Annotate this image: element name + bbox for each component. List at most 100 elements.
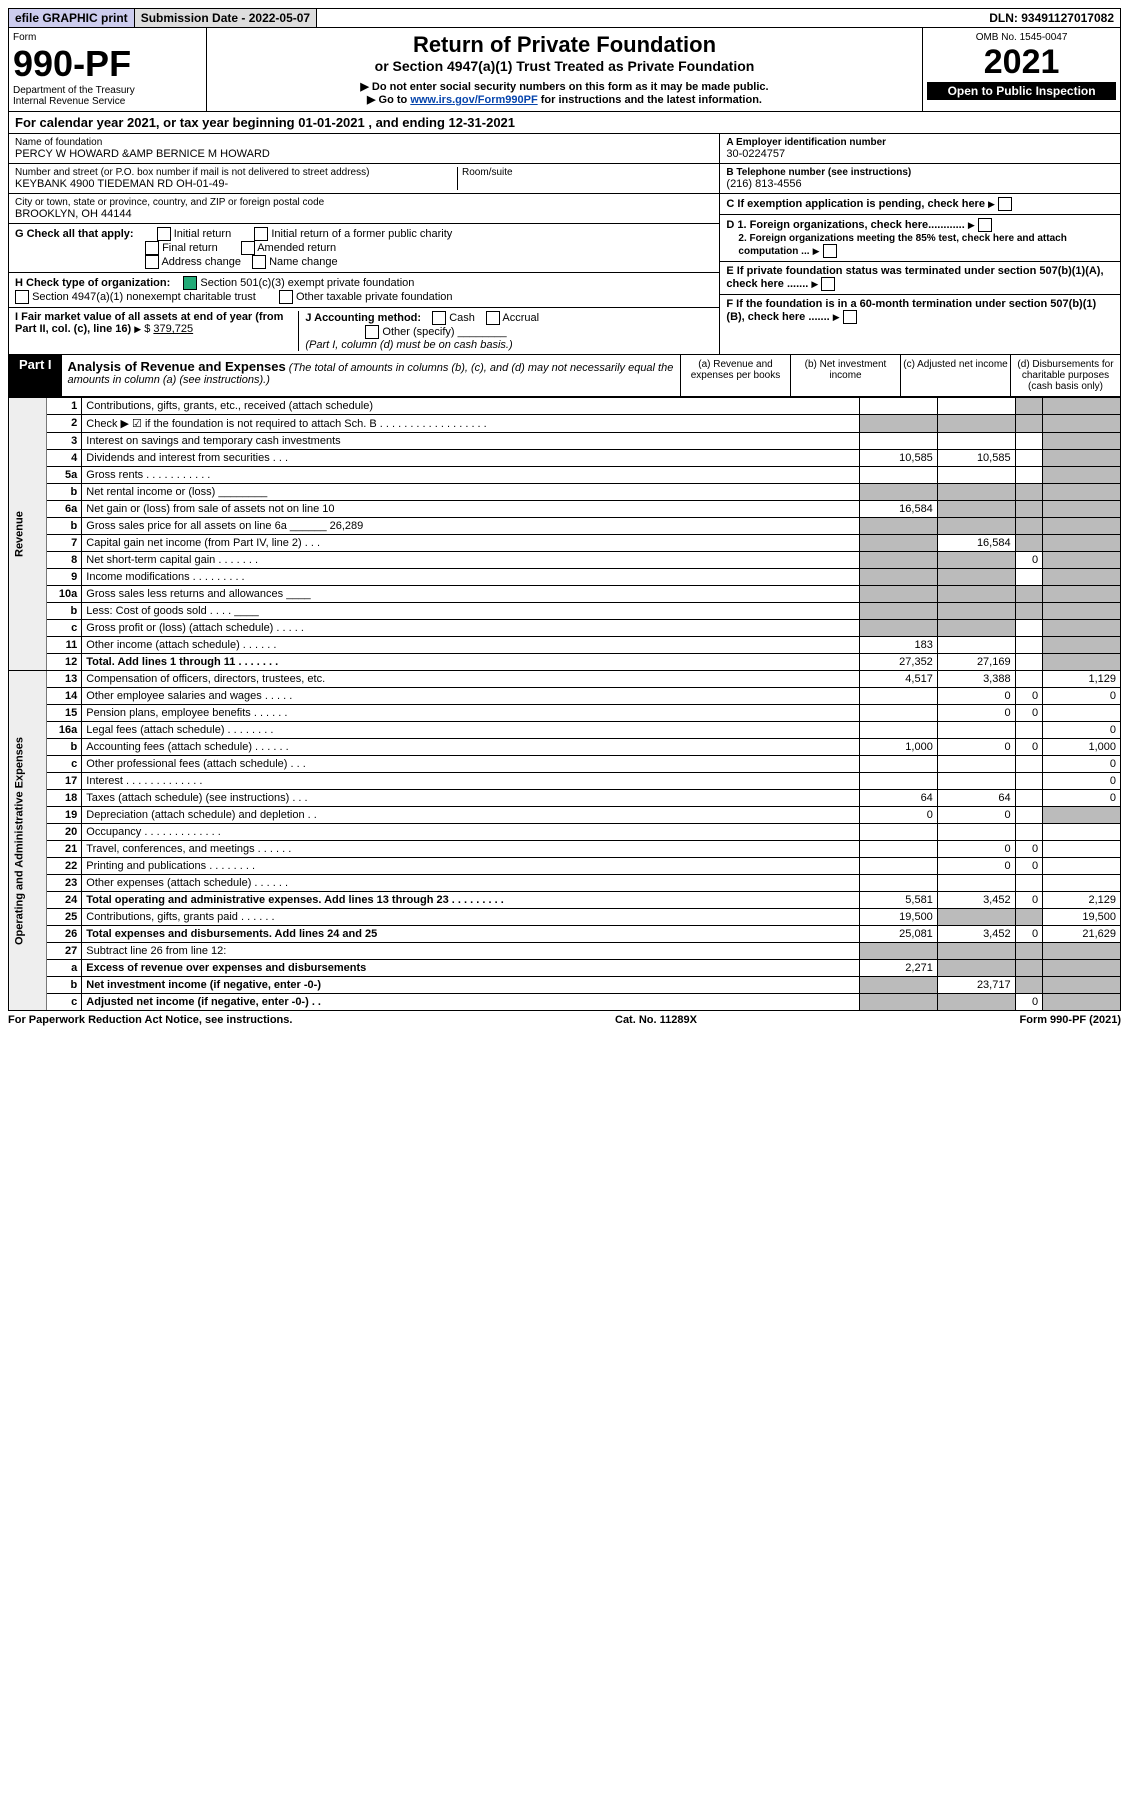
chk-initial-return[interactable] [157,227,171,241]
name-label: Name of foundation [15,137,713,148]
header-left: Form 990-PF Department of the Treasury I… [9,28,207,111]
line-number: 7 [47,535,82,552]
chk-other-taxable[interactable] [279,290,293,304]
cell-value: 3,388 [937,671,1015,688]
cell-value: 10,585 [937,450,1015,467]
cell-value [1015,773,1043,790]
chk-foreign-org[interactable] [978,218,992,232]
header-right: OMB No. 1545-0047 2021 Open to Public In… [923,28,1120,111]
chk-status-terminated[interactable] [821,277,835,291]
cell-value [860,773,938,790]
cell-value [860,756,938,773]
i-label: I Fair market value of all assets at end… [15,311,283,335]
line-label: Gross sales price for all assets on line… [82,518,860,535]
line-label: Contributions, gifts, grants, etc., rece… [82,398,860,415]
line-number: 20 [47,824,82,841]
line-number: 9 [47,569,82,586]
line-number: 16a [47,722,82,739]
cell-shaded [860,603,938,620]
line-number: 11 [47,637,82,654]
cell-shaded [937,552,1015,569]
cell-shaded [860,994,938,1011]
cell-value: 0 [1015,858,1043,875]
chk-501c3[interactable] [183,276,197,290]
line-label: Accounting fees (attach schedule) . . . … [82,739,860,756]
submission-date: Submission Date - 2022-05-07 [135,9,317,27]
irs-link[interactable]: www.irs.gov/Form990PF [410,94,537,106]
cell-value [937,722,1015,739]
line-number: 8 [47,552,82,569]
cell-shaded [1015,977,1043,994]
part1-header-row: Part I Analysis of Revenue and Expenses … [8,355,1121,397]
cell-value: 2,129 [1043,892,1121,909]
cell-value [1015,620,1043,637]
line-label: Interest on savings and temporary cash i… [82,433,860,450]
tax-year: 2021 [927,43,1116,82]
line-label: Gross rents . . . . . . . . . . . [82,467,860,484]
chk-4947a1[interactable] [15,290,29,304]
cell-shaded [860,977,938,994]
cell-value: 0 [937,739,1015,756]
line-number: 17 [47,773,82,790]
line-label: Income modifications . . . . . . . . . [82,569,860,586]
cell-value: 1,129 [1043,671,1121,688]
line-number: c [47,620,82,637]
line-number: 23 [47,875,82,892]
line-number: c [47,756,82,773]
cell-shaded [1015,415,1043,433]
chk-accrual[interactable] [486,311,500,325]
line-label: Gross sales less returns and allowances … [82,586,860,603]
chk-85pct[interactable] [823,244,837,258]
line-label: Other professional fees (attach schedule… [82,756,860,773]
chk-cash[interactable] [432,311,446,325]
cell-shaded [1043,569,1121,586]
d2-label: 2. Foreign organizations meeting the 85%… [738,233,1066,257]
opt-amended: Amended return [257,242,336,254]
opt-initial: Initial return [174,228,231,240]
line-label: Excess of revenue over expenses and disb… [82,960,860,977]
chk-initial-public[interactable] [254,227,268,241]
entity-info-grid: Name of foundation PERCY W HOWARD &AMP B… [8,134,1121,355]
cell-value: 0 [1015,705,1043,722]
part1-badge: Part I [9,355,62,396]
foundation-name: PERCY W HOWARD &AMP BERNICE M HOWARD [15,148,713,160]
section-f: F If the foundation is in a 60-month ter… [720,295,1120,327]
dln-label: DLN: [989,11,1021,25]
cell-value [937,773,1015,790]
chk-other-method[interactable] [365,325,379,339]
arrow-icon [833,311,840,323]
cell-shaded [1015,398,1043,415]
chk-60month[interactable] [843,310,857,324]
cell-value: 16,584 [937,535,1015,552]
goto-line: ▶ Go to www.irs.gov/Form990PF for instru… [211,93,918,106]
address: KEYBANK 4900 TIEDEMAN RD OH-01-49- [15,178,457,190]
cell-shaded [860,943,938,960]
chk-address-change[interactable] [145,255,159,269]
efile-print-button[interactable]: efile GRAPHIC print [9,9,135,27]
cell-value [860,433,938,450]
ein-row: A Employer identification number 30-0224… [720,134,1120,164]
form-header: Form 990-PF Department of the Treasury I… [8,28,1121,112]
cell-shaded [1043,552,1121,569]
chk-final-return[interactable] [145,241,159,255]
cell-shaded [1015,518,1043,535]
cell-value [1015,637,1043,654]
foundation-name-row: Name of foundation PERCY W HOWARD &AMP B… [9,134,719,164]
cell-value: 19,500 [860,909,938,926]
line-number: 19 [47,807,82,824]
arrow-icon [968,219,975,231]
cell-shaded [937,603,1015,620]
cell-value [1015,875,1043,892]
line-label: Travel, conferences, and meetings . . . … [82,841,860,858]
chk-name-change[interactable] [252,255,266,269]
cell-shaded [937,415,1015,433]
cell-shaded [1043,943,1121,960]
city-label: City or town, state or province, country… [15,197,713,208]
calendar-year-row: For calendar year 2021, or tax year begi… [8,112,1121,134]
cell-shaded [1015,603,1043,620]
cell-shaded [1015,909,1043,926]
chk-exemption-pending[interactable] [998,197,1012,211]
col-c-header: (c) Adjusted net income [900,355,1010,396]
chk-amended[interactable] [241,241,255,255]
opt-addr-change: Address change [161,256,241,268]
